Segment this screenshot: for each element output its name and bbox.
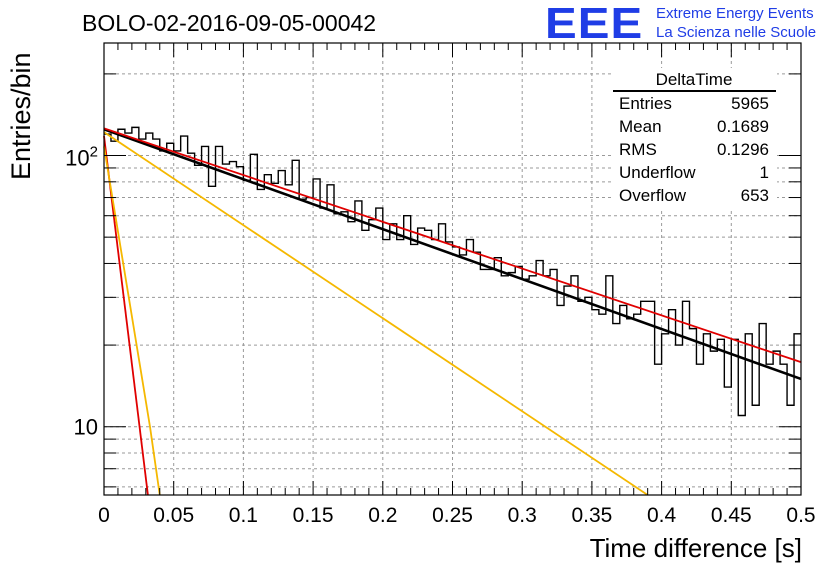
x-tick-label: 0.25	[432, 504, 473, 527]
x-tick-label: 0.3	[508, 504, 537, 527]
x-tick-label: 0.35	[571, 504, 612, 527]
stats-value: 0.1689	[717, 117, 769, 136]
x-tick-label: 0.5	[786, 504, 815, 527]
stats-box: DeltaTime Entries 5965 Mean 0.1689 RMS 0…	[611, 68, 777, 208]
stats-value: 5965	[731, 94, 769, 113]
stats-label: Mean	[619, 117, 662, 136]
eee-logo: EEE Extreme Energy Events La Scienza nel…	[545, 2, 816, 46]
y-tick-label: 10	[74, 415, 98, 440]
grid	[104, 43, 801, 495]
logo-text: Extreme Energy Events La Scienza nelle S…	[656, 2, 816, 42]
logo-line-1: Extreme Energy Events	[656, 5, 814, 22]
histogram-outline	[104, 126, 801, 417]
histogram	[104, 126, 801, 417]
x-tick-label: 0.1	[229, 504, 258, 527]
stats-divider	[613, 90, 776, 92]
stats-value: 0.1296	[717, 140, 769, 159]
plot-frame	[103, 42, 802, 496]
x-tick-label: 0.4	[647, 504, 677, 527]
stats-row: RMS 0.1296	[611, 138, 777, 161]
y-tick-label: 102	[65, 144, 98, 171]
stats-row: Underflow 1	[611, 161, 777, 184]
x-axis-label: Time difference [s]	[589, 533, 802, 563]
x-tick-label: 0.45	[711, 504, 752, 527]
fit-line-3	[103, 131, 649, 496]
stats-title: DeltaTime	[655, 70, 733, 89]
x-tick-label: 0.15	[293, 504, 334, 527]
fit-line-4	[103, 146, 161, 496]
stats-value: 653	[740, 186, 769, 205]
x-tick-label: 0.2	[368, 504, 397, 527]
stats-label: Overflow	[619, 186, 687, 205]
stats-label: RMS	[619, 140, 657, 159]
stats-label: Entries	[619, 94, 672, 113]
stats-row: Mean 0.1689	[611, 115, 777, 138]
x-tick-label: 0.05	[153, 504, 194, 527]
plot-title: BOLO-02-2016-09-05-00042	[82, 10, 377, 36]
y-axis-label: Entries/bin	[6, 52, 36, 180]
fit-curves	[103, 127, 802, 496]
axes: 0 0.05 0.1 0.15 0.2 0.25 0.3 0.35 0.4 0.45 0.51010…	[65, 42, 816, 527]
logo-mark: EEE	[545, 0, 644, 48]
stats-value: 1	[759, 163, 769, 182]
logo-line-2: La Scienza nelle Scuole	[656, 24, 817, 41]
stats-row: Entries 5965	[611, 92, 777, 115]
fit-line-0	[103, 128, 802, 381]
fit-line-1	[103, 127, 802, 364]
stats-row: Overflow 653	[611, 184, 777, 207]
stats-label: Underflow	[619, 163, 696, 182]
x-tick-label: 0	[98, 504, 110, 527]
